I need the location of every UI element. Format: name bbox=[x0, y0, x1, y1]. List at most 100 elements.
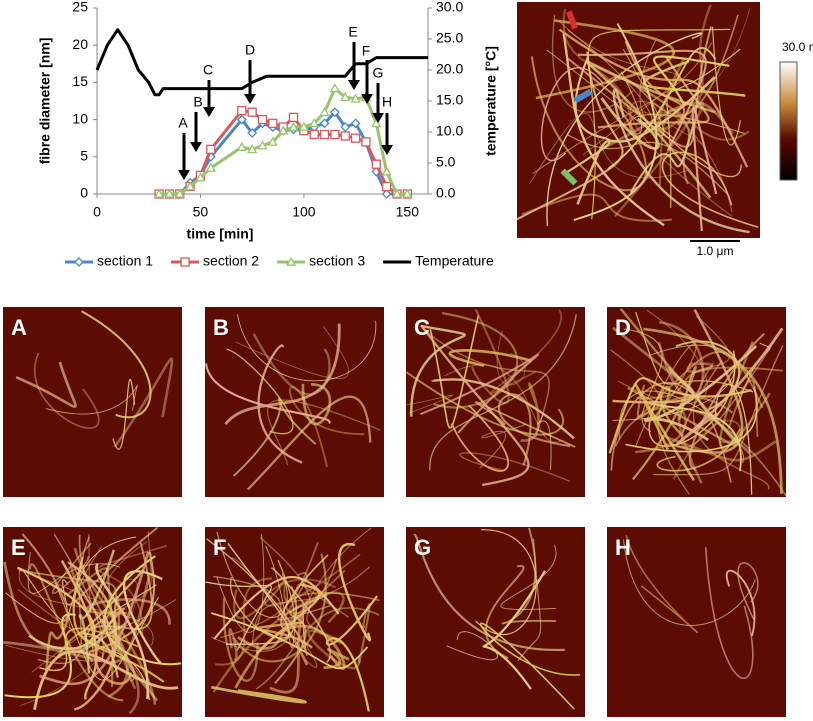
afm-fibre bbox=[429, 314, 577, 471]
afm-fibre bbox=[666, 48, 741, 208]
annotation-label: F bbox=[362, 43, 371, 59]
panel-label: F bbox=[213, 535, 226, 560]
y-tick-label: 20 bbox=[72, 36, 88, 52]
afm-fibre bbox=[586, 61, 716, 199]
annotation-arrowhead bbox=[348, 80, 360, 90]
afm-fibre bbox=[566, 26, 712, 148]
marker bbox=[257, 114, 268, 125]
afm-fibre bbox=[96, 545, 167, 637]
afm-fibre bbox=[21, 527, 159, 606]
marker bbox=[309, 117, 320, 128]
y-tick-label: 15 bbox=[72, 73, 88, 89]
afm-fibre bbox=[5, 536, 137, 624]
afm-fibre bbox=[259, 536, 341, 641]
y-tick-label: 10 bbox=[72, 110, 88, 126]
afm-fibre bbox=[704, 547, 754, 679]
afm-fibre bbox=[4, 613, 76, 699]
afm-background bbox=[406, 527, 585, 717]
marker bbox=[257, 140, 268, 150]
annotation-arrowhead bbox=[381, 145, 393, 155]
marker bbox=[402, 188, 413, 198]
afm-fibre bbox=[711, 26, 742, 146]
afm-fibre bbox=[216, 534, 265, 633]
afm-fibre bbox=[588, 61, 691, 185]
marker bbox=[247, 144, 258, 154]
afm-fibre bbox=[215, 577, 273, 666]
marker bbox=[340, 131, 350, 141]
annotation-arrowhead bbox=[244, 94, 256, 104]
marker bbox=[319, 106, 330, 117]
afm-fibre bbox=[266, 399, 381, 466]
afm-fibre bbox=[228, 628, 238, 660]
afm-fibre bbox=[691, 106, 718, 232]
y2-tick-label: 0.0 bbox=[436, 185, 456, 201]
afm-image: D bbox=[607, 307, 786, 497]
afm-fibre bbox=[619, 308, 737, 447]
afm-fibre bbox=[257, 344, 303, 464]
afm-fibre bbox=[34, 352, 100, 429]
afm-fibre bbox=[31, 531, 152, 673]
afm-fibre bbox=[576, 76, 716, 205]
y-tick-label: 25 bbox=[72, 0, 88, 15]
marker bbox=[329, 107, 340, 118]
afm-image: B bbox=[205, 307, 384, 497]
afm-fibre bbox=[283, 542, 319, 602]
marker bbox=[278, 125, 289, 135]
afm-fibre bbox=[95, 562, 149, 700]
afm-fibre bbox=[237, 314, 377, 382]
afm-fibre bbox=[613, 4, 712, 218]
afm-image bbox=[517, 2, 760, 238]
marker bbox=[184, 181, 196, 191]
afm-image: A bbox=[3, 307, 182, 497]
afm-fibre bbox=[636, 384, 734, 418]
afm-fibre bbox=[725, 569, 756, 637]
afm-fibre bbox=[269, 600, 309, 694]
afm-fibre bbox=[323, 647, 350, 670]
colorbar-label: 30.0 nm bbox=[782, 40, 813, 54]
afm-fibre bbox=[211, 685, 307, 704]
afm-fibre bbox=[420, 324, 530, 487]
marker bbox=[288, 112, 299, 123]
afm-fibre bbox=[37, 536, 91, 665]
afm-fibre bbox=[448, 349, 532, 367]
afm-fibre bbox=[612, 326, 751, 455]
afm-fibre bbox=[446, 631, 498, 661]
afm-fibre bbox=[226, 348, 294, 435]
afm-fibre bbox=[406, 394, 453, 414]
afm-fibre bbox=[213, 576, 340, 640]
y2-tick-label: 15.0 bbox=[436, 92, 463, 108]
afm-fibre bbox=[484, 565, 525, 659]
afm-fibre bbox=[444, 364, 563, 443]
annotation-label: H bbox=[382, 94, 392, 110]
marker bbox=[268, 118, 278, 128]
afm-fibre bbox=[222, 597, 259, 682]
afm-fibre bbox=[307, 629, 361, 670]
marker bbox=[236, 141, 247, 151]
afm-fibre bbox=[413, 533, 565, 651]
annotation-arrowhead bbox=[190, 142, 202, 152]
section-marker bbox=[566, 10, 578, 30]
afm-fibre bbox=[540, 67, 604, 162]
afm-fibre bbox=[28, 563, 124, 702]
afm-fibre bbox=[653, 55, 730, 105]
afm-fibre bbox=[643, 327, 783, 494]
afm-fibre bbox=[573, 23, 658, 222]
afm-image: G bbox=[406, 527, 585, 717]
afm-fibre bbox=[325, 595, 379, 712]
afm-fibre bbox=[205, 581, 272, 651]
afm-fibre bbox=[688, 333, 765, 471]
afm-fibre bbox=[482, 570, 546, 690]
afm-fibre bbox=[289, 385, 365, 468]
marker bbox=[74, 257, 84, 267]
marker bbox=[237, 106, 247, 116]
afm-fibre bbox=[552, 14, 634, 113]
afm-fibre bbox=[233, 579, 286, 619]
afm-fibre bbox=[532, 42, 713, 174]
afm-fibre bbox=[558, 20, 678, 155]
afm-fibre bbox=[429, 315, 480, 429]
afm-fibre bbox=[727, 379, 759, 438]
afm-fibre bbox=[612, 88, 750, 234]
afm-fibre bbox=[587, 28, 731, 220]
section-marker bbox=[573, 88, 593, 104]
